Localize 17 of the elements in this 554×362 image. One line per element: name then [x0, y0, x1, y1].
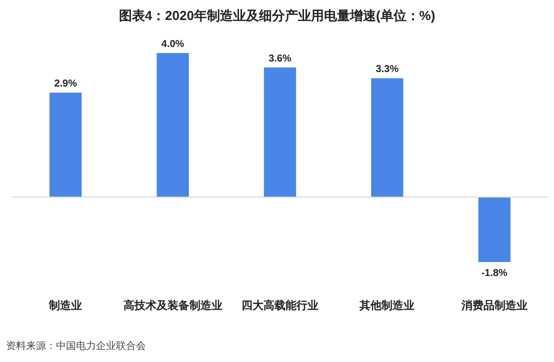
x-tick-label: 高技术及装备制造业	[123, 299, 222, 312]
bar	[478, 197, 510, 262]
data-label: 3.6%	[268, 53, 292, 64]
x-tick-label: 消费品制造业	[460, 299, 528, 312]
x-tick-label: 制造业	[48, 299, 82, 312]
x-tick-label: 其他制造业	[358, 299, 415, 312]
bar	[371, 78, 404, 198]
data-label: 3.3%	[376, 64, 399, 76]
bar	[50, 92, 82, 198]
x-tick-label: 四大高载能行业	[242, 299, 318, 312]
bar	[264, 67, 296, 198]
chart-title: 图表4：2020年制造业及细分产业用电量增速(单位：%)	[118, 8, 436, 23]
text: 资料来源：中国电力企业联合会	[6, 340, 146, 352]
data-label: -1.8%	[481, 268, 508, 279]
data-label: 2.9%	[54, 78, 78, 90]
data-label: 4.0%	[161, 39, 184, 50]
bar	[156, 53, 189, 198]
